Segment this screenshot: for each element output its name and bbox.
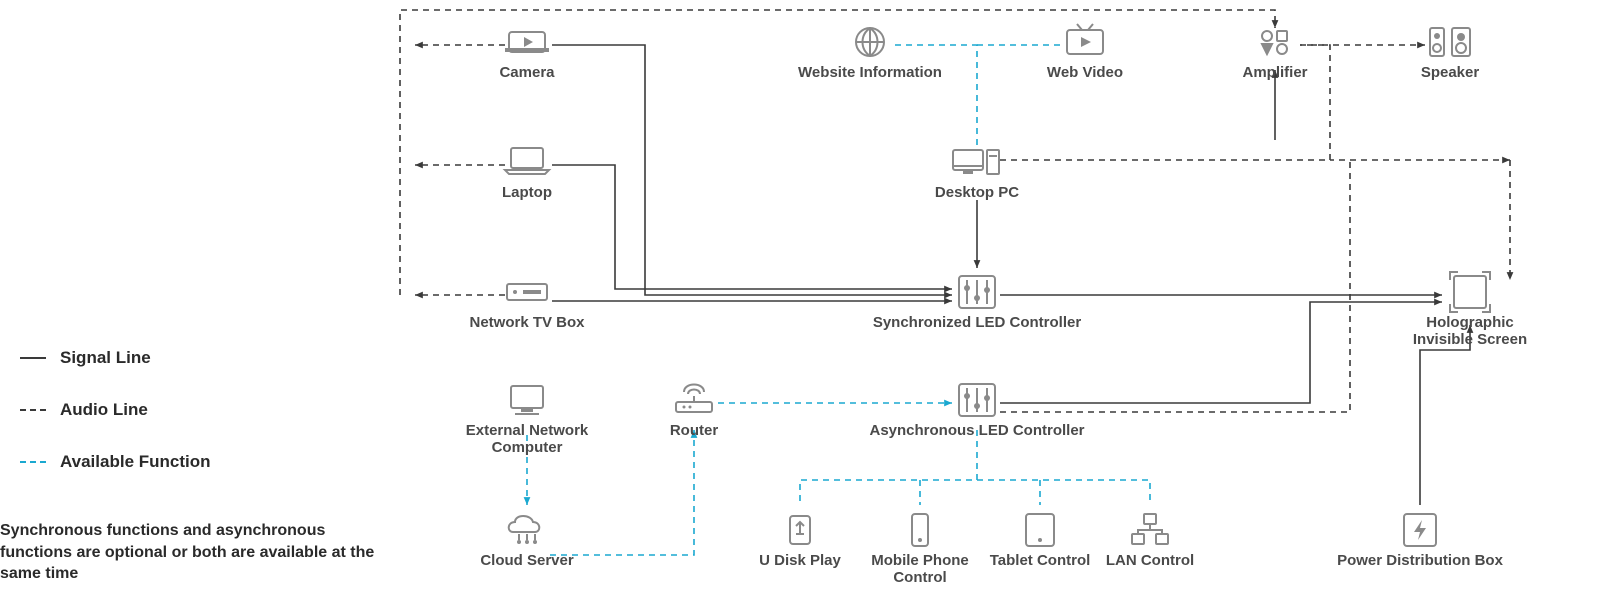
legend-signal: Signal Line: [20, 348, 151, 368]
legend-available-line: [20, 461, 46, 463]
camera-icon: [505, 32, 549, 52]
router-icon: [676, 385, 712, 413]
amp-icon: [1262, 31, 1287, 54]
cloud-icon: [509, 516, 540, 544]
legend-signal-line: [20, 357, 46, 359]
node-label-mobile: Mobile Phone Control: [871, 552, 969, 587]
node-label-cloud: Cloud Server: [480, 552, 573, 569]
node-label-udisk: U Disk Play: [759, 552, 841, 569]
tablet-icon: [1026, 514, 1054, 546]
controller-icon: [959, 384, 995, 416]
mobile-icon: [912, 514, 928, 546]
holo-icon: [1450, 272, 1490, 312]
node-label-lan: LAN Control: [1106, 552, 1194, 569]
node-label-webvideo: Web Video: [1047, 64, 1123, 81]
node-label-website: Website Information: [798, 64, 942, 81]
node-label-desktop: Desktop PC: [935, 184, 1019, 201]
node-label-tvbox: Network TV Box: [469, 314, 584, 331]
node-label-holo: Holographic Invisible Screen: [1413, 314, 1527, 349]
node-label-camera: Camera: [499, 64, 554, 81]
node-label-amp: Amplifier: [1242, 64, 1307, 81]
legend-signal-label: Signal Line: [60, 348, 151, 368]
legend-audio: Audio Line: [20, 400, 148, 420]
node-label-speaker: Speaker: [1421, 64, 1479, 81]
controller-icon: [959, 276, 995, 308]
node-label-laptop: Laptop: [502, 184, 552, 201]
node-label-syncled: Synchronized LED Controller: [873, 314, 1081, 331]
footnote: Synchronous functions and asynchronous f…: [0, 520, 380, 585]
node-label-router: Router: [670, 422, 718, 439]
node-label-tablet: Tablet Control: [990, 552, 1091, 569]
speaker-icon: [1430, 28, 1470, 56]
desktop-icon: [953, 150, 999, 174]
legend-available-label: Available Function: [60, 452, 211, 472]
monitor-icon: [511, 386, 543, 414]
pdb-icon: [1404, 514, 1436, 546]
legend-audio-label: Audio Line: [60, 400, 148, 420]
globe-icon: [856, 28, 884, 56]
tvbox-icon: [507, 284, 547, 300]
node-label-extnet: External Network Computer: [466, 422, 589, 457]
webvideo-icon: [1067, 24, 1103, 54]
laptop-icon: [505, 148, 549, 174]
icons-layer: [0, 0, 1600, 597]
node-label-asyncled: Asynchronous LED Controller: [869, 422, 1084, 439]
udisk-icon: [790, 516, 810, 544]
legend-audio-line: [20, 409, 46, 411]
node-label-pdb: Power Distribution Box: [1337, 552, 1503, 569]
legend-available: Available Function: [20, 452, 211, 472]
lan-icon: [1132, 514, 1168, 544]
